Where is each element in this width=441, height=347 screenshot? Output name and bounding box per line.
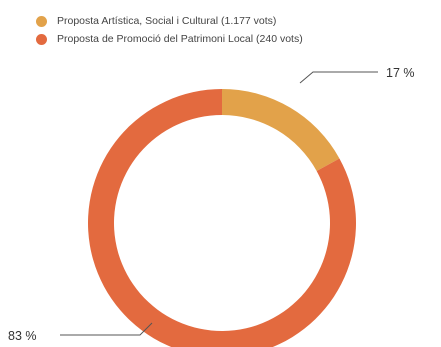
legend-swatch-patrimoni	[36, 33, 47, 45]
leader-line-artistica	[299, 71, 378, 84]
legend-label-patrimoni: Proposta de Promoció del Patrimoni Local…	[57, 33, 303, 45]
legend-item-patrimoni: Proposta de Promoció del Patrimoni Local…	[36, 30, 303, 48]
legend-item-artistica: Proposta Artística, Social i Cultural (1…	[36, 12, 303, 30]
data-label-patrimoni: 83 %	[8, 329, 37, 343]
data-label-artistica: 17 %	[386, 66, 415, 80]
chart-legend: Proposta Artística, Social i Cultural (1…	[36, 12, 303, 48]
donut-slice-artistica	[222, 89, 340, 171]
legend-label-artistica: Proposta Artística, Social i Cultural (1…	[57, 15, 277, 27]
legend-swatch-artistica	[36, 15, 47, 27]
leader-line-patrimoni	[60, 322, 153, 336]
